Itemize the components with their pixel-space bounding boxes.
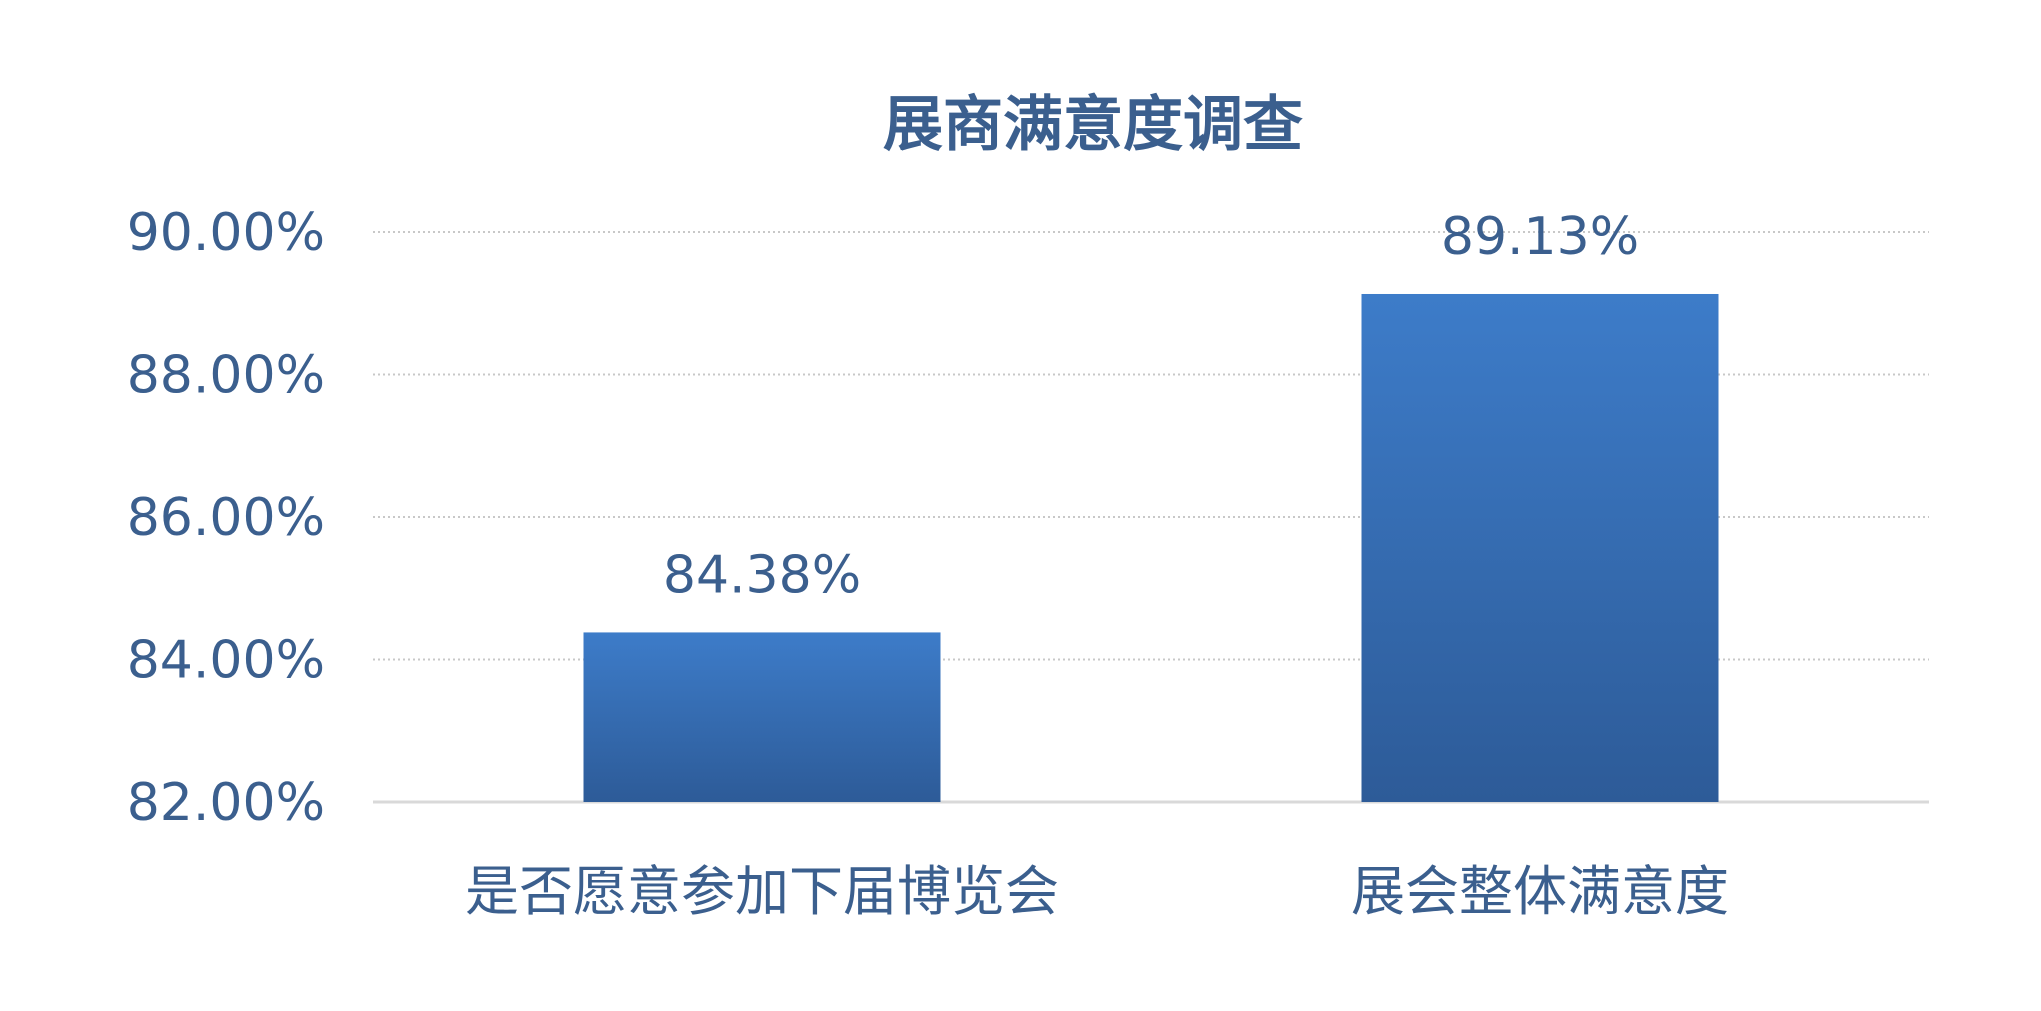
chart-title: 展商满意度调查	[883, 90, 1303, 160]
y-tick-label: 84.00%	[127, 631, 325, 691]
x-tick-label: 展会整体满意度	[1351, 860, 1729, 923]
bar	[1361, 293, 1719, 802]
x-tick-label: 是否愿意参加下届博览会	[465, 860, 1059, 923]
y-tick-label: 90.00%	[127, 203, 325, 263]
y-tick-label: 86.00%	[127, 488, 325, 548]
y-tick-label: 82.00%	[127, 773, 325, 833]
data-label: 89.13%	[1441, 207, 1639, 267]
y-tick-label: 88.00%	[127, 346, 325, 406]
data-label: 84.38%	[663, 545, 861, 605]
bar	[583, 632, 941, 802]
